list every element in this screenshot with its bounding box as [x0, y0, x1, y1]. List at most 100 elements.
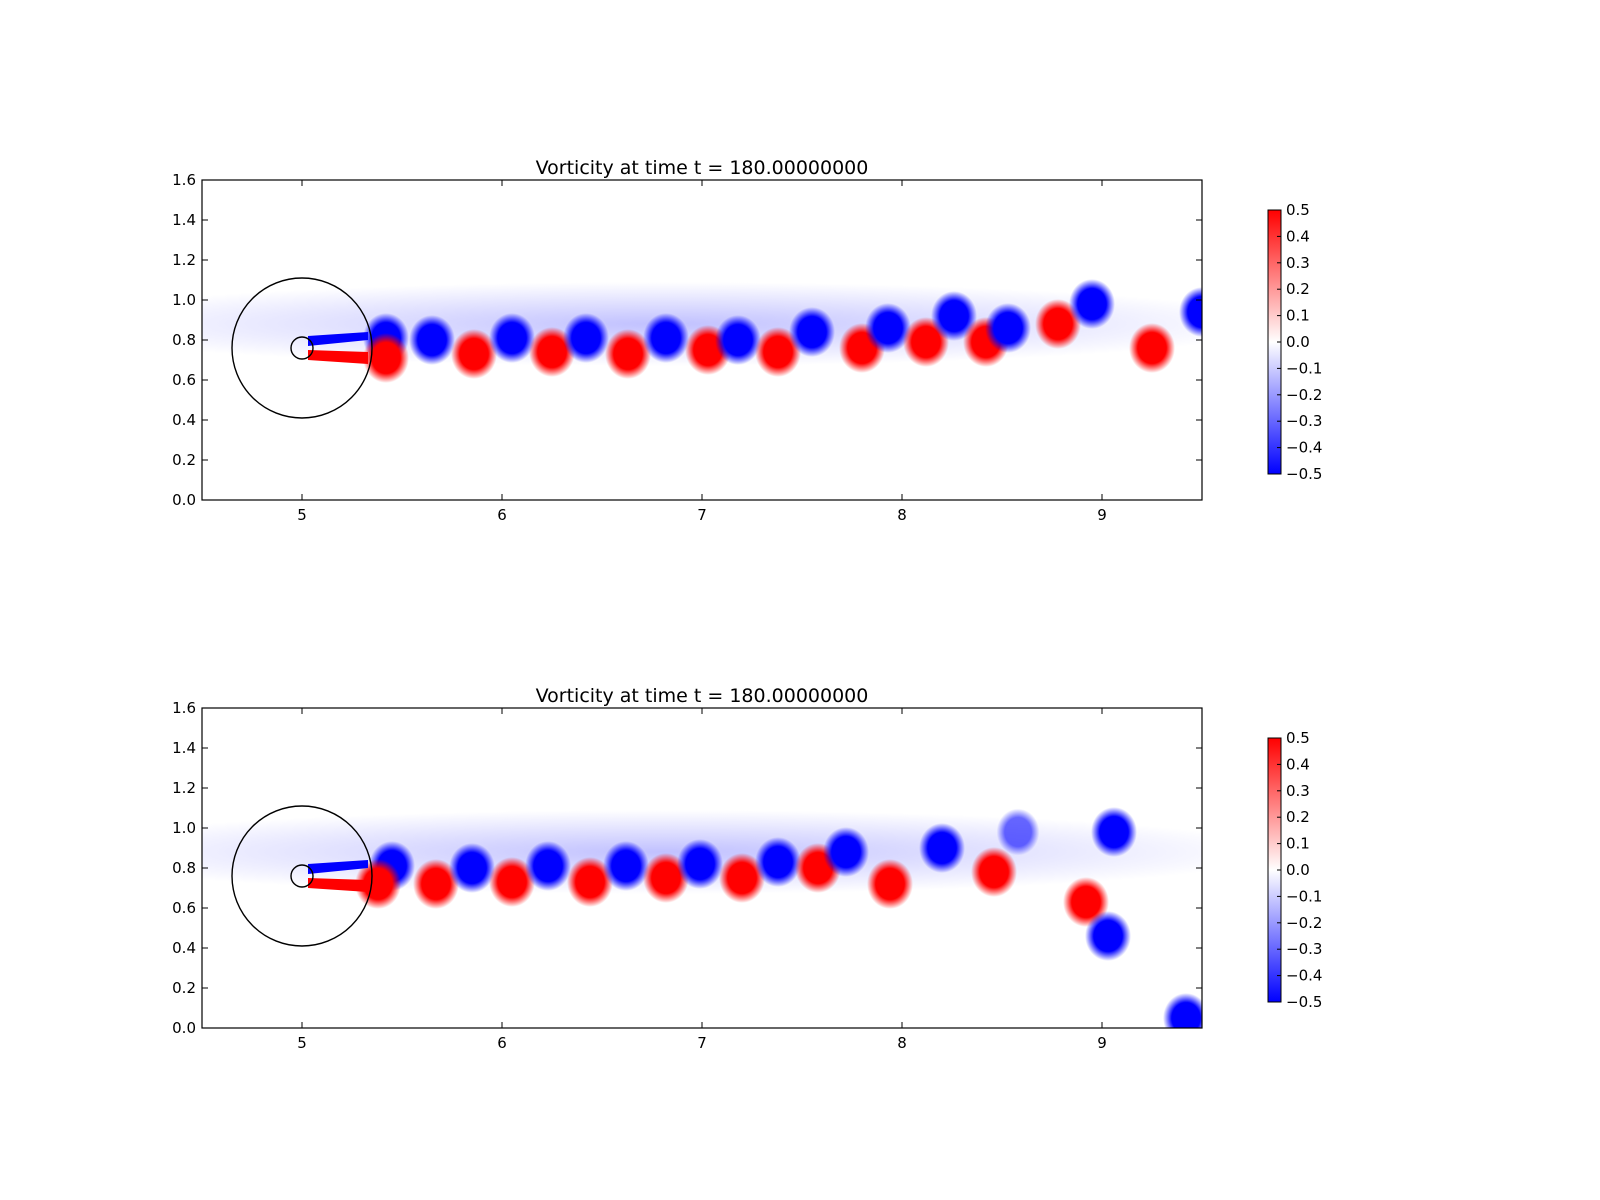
colorbar-tick-label: 0.3 [1286, 782, 1310, 800]
overlay-circle [290, 864, 314, 888]
positive-vortex [355, 859, 401, 909]
y-tick-label: 0.2 [172, 451, 196, 469]
y-tick-label: 1.2 [172, 779, 196, 797]
y-tick-label: 0.0 [172, 491, 196, 509]
overlay-circle [290, 336, 314, 360]
lower-shear-layer [308, 350, 368, 364]
positive-vortex [413, 859, 459, 909]
negative-vortex [643, 313, 689, 363]
negative-vortex [1163, 993, 1202, 1028]
positive-vortex [489, 857, 535, 907]
axis-ticks: 5 6 7 8 9 0.0 0.2 0.4 0.6 0.8 1.0 1.2 1.4 1.6 [172, 699, 1202, 1052]
positive-vortex [755, 327, 801, 377]
colorbar-tick-label: 0.4 [1286, 755, 1310, 773]
y-tick-label: 1.6 [172, 699, 196, 717]
negative-vortex [563, 313, 609, 363]
colorbar-tick-label: 0.2 [1286, 280, 1310, 298]
negative-vortex [865, 303, 911, 353]
x-tick-label: 7 [697, 506, 707, 524]
colorbar-tick-label: 0.1 [1286, 307, 1310, 325]
colorbar-tick-label: 0.5 [1286, 729, 1310, 747]
negative-vortex [1069, 279, 1115, 329]
upper-shear-layer [308, 332, 368, 346]
colorbar-tick-label: −0.1 [1286, 359, 1322, 377]
x-tick-label: 9 [1097, 506, 1107, 524]
colorbar-tick-label: −0.3 [1286, 940, 1322, 958]
negative-vortex [449, 843, 495, 893]
colorbar-tick-label: −0.4 [1286, 967, 1322, 985]
negative-vortex [1091, 807, 1137, 857]
y-tick-label: 1.2 [172, 251, 196, 269]
x-tick-label: 7 [697, 1034, 707, 1052]
positive-vortex [971, 847, 1017, 897]
positive-vortex [867, 859, 913, 909]
colorbar-tick-label: −0.2 [1286, 914, 1322, 932]
positive-vortex [363, 333, 409, 383]
y-tick-label: 0.8 [172, 859, 196, 877]
negative-vortex [409, 315, 455, 365]
colorbar-tick-label: −0.5 [1286, 465, 1322, 483]
y-tick-label: 1.4 [172, 211, 196, 229]
negative-vortex [1085, 911, 1131, 961]
plot-title: Vorticity at time t = 180.00000000 [536, 157, 869, 179]
x-tick-label: 6 [497, 506, 507, 524]
plot-title: Vorticity at time t = 180.00000000 [536, 685, 869, 707]
vorticity-field [202, 805, 1202, 1028]
y-tick-label: 1.0 [172, 819, 196, 837]
negative-vortex [823, 827, 869, 877]
positive-vortex [567, 857, 613, 907]
x-tick-label: 8 [897, 1034, 907, 1052]
y-tick-label: 0.0 [172, 1019, 196, 1037]
negative-vortex [525, 841, 571, 891]
negative-vortex [919, 823, 965, 873]
positive-vortex [451, 329, 497, 379]
colorbar: 0.5 0.4 0.3 0.2 0.1 0.0 −0.1 −0.2 −0.3 −0.4 −0.5 [1267, 201, 1322, 483]
negative-vortex [985, 303, 1031, 353]
colorbar-tick-label: −0.2 [1286, 386, 1322, 404]
negative-vortex [931, 291, 977, 341]
colorbar-tick-label: −0.5 [1286, 993, 1322, 1011]
overlay-circle [231, 805, 373, 947]
negative-vortex [996, 808, 1040, 856]
colorbar-tick-label: 0.0 [1286, 333, 1310, 351]
negative-vortex [755, 837, 801, 887]
y-tick-label: 0.8 [172, 331, 196, 349]
y-tick-label: 0.4 [172, 939, 196, 957]
colorbar: 0.5 0.4 0.3 0.2 0.1 0.0 −0.1 −0.2 −0.3 −0.4 −0.5 [1267, 729, 1322, 1011]
axis-ticks: 5 6 7 8 9 0.0 0.2 0.4 0.6 0.8 1.0 1.2 1.4 1.6 [172, 171, 1202, 524]
x-tick-label: 6 [497, 1034, 507, 1052]
colorbar-tick-label: 0.1 [1286, 835, 1310, 853]
x-tick-label: 9 [1097, 1034, 1107, 1052]
x-tick-label: 5 [297, 1034, 307, 1052]
negative-vortex [603, 841, 649, 891]
vorticity-plot-top: Vorticity at time t = 180.00000000 5 6 7 8 9… [172, 157, 1322, 524]
x-tick-label: 8 [897, 506, 907, 524]
colorbar-tick-label: 0.5 [1286, 201, 1310, 219]
y-tick-label: 1.6 [172, 171, 196, 189]
colorbar-tick-label: −0.1 [1286, 887, 1322, 905]
y-tick-label: 0.2 [172, 979, 196, 997]
negative-vortex [677, 839, 723, 889]
positive-vortex [719, 853, 765, 903]
negative-vortex [789, 307, 835, 357]
negative-vortex [715, 315, 761, 365]
positive-vortex [1035, 299, 1081, 349]
y-tick-label: 0.4 [172, 411, 196, 429]
colorbar-tick-label: 0.4 [1286, 227, 1310, 245]
overlay-circle [231, 277, 373, 419]
positive-vortex [1129, 323, 1175, 373]
lower-shear-layer [308, 878, 368, 892]
colorbar-tick-label: 0.3 [1286, 254, 1310, 272]
vorticity-field [202, 277, 1202, 419]
y-tick-label: 1.0 [172, 291, 196, 309]
vorticity-plot-bottom: Vorticity at time t = 180.00000000 5 6 7 8 9… [172, 685, 1322, 1052]
x-tick-label: 5 [297, 506, 307, 524]
colorbar-tick-label: 0.2 [1286, 808, 1310, 826]
colorbar-tick-label: −0.4 [1286, 439, 1322, 457]
upper-shear-layer [308, 860, 368, 874]
colorbar-tick-label: 0.0 [1286, 861, 1310, 879]
y-tick-label: 0.6 [172, 899, 196, 917]
positive-vortex [605, 329, 651, 379]
colorbar-tick-label: −0.3 [1286, 412, 1322, 430]
